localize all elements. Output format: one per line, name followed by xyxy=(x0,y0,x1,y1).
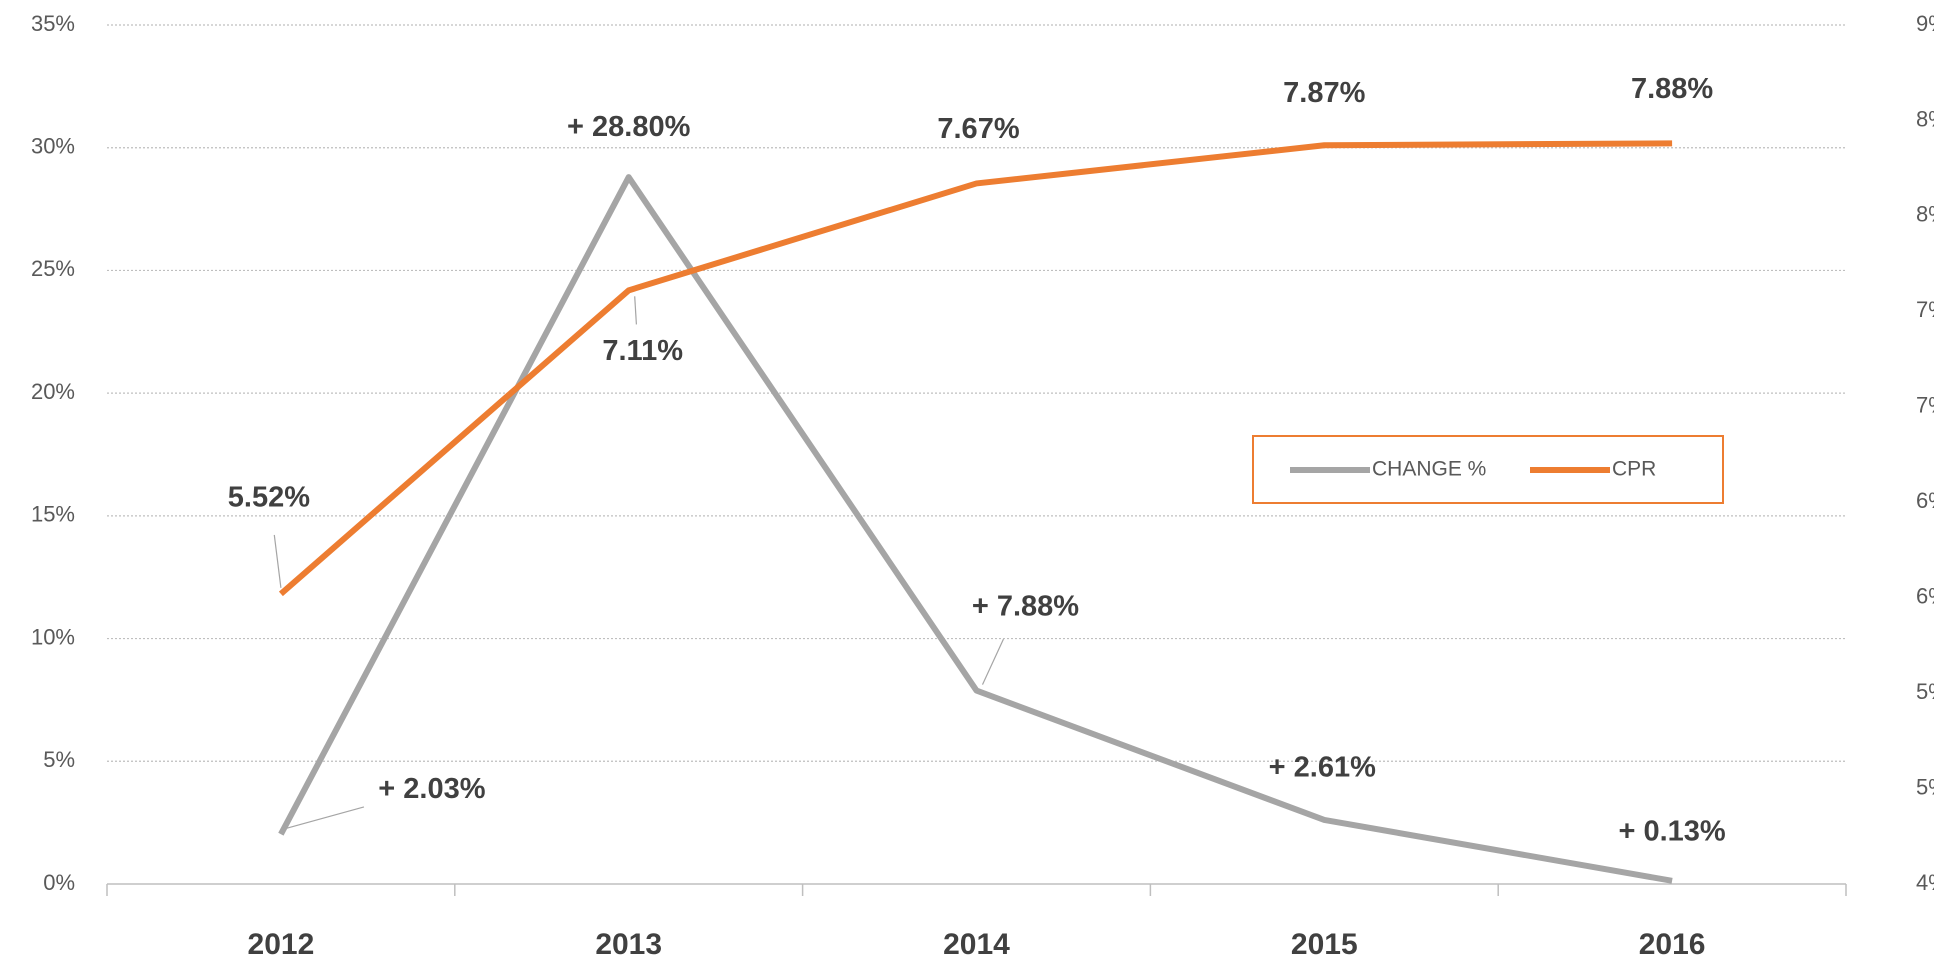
data-label: + 2.61% xyxy=(1269,752,1376,784)
x-tick-label: 2015 xyxy=(1291,928,1358,961)
legend-label: CPR xyxy=(1612,458,1656,481)
data-label: + 2.03% xyxy=(378,773,485,805)
legend-label: CHANGE % xyxy=(1372,458,1486,481)
x-tick-label: 2013 xyxy=(595,928,662,961)
data-label: 7.88% xyxy=(1631,73,1713,105)
data-label: 7.67% xyxy=(937,113,1019,145)
y2-tick-label: 5% xyxy=(1916,679,1934,704)
y2-tick-label: 7% xyxy=(1916,297,1934,322)
y-tick-label: 25% xyxy=(31,256,75,281)
y2-tick-label: 6% xyxy=(1916,488,1934,513)
series-line xyxy=(278,174,1673,884)
series-line xyxy=(278,140,1673,597)
y-tick-label: 20% xyxy=(31,379,75,404)
y2-tick-label: 5% xyxy=(1916,774,1934,799)
leader-line xyxy=(273,534,282,588)
y2-tick-label: 8% xyxy=(1916,106,1934,131)
x-tick-label: 2016 xyxy=(1639,928,1706,961)
y-tick-label: 35% xyxy=(31,11,75,36)
y-tick-label: 0% xyxy=(43,870,75,895)
leader-line xyxy=(286,806,365,829)
data-label: + 28.80% xyxy=(567,111,691,143)
y2-tick-label: 4% xyxy=(1916,870,1934,895)
x-tick-label: 2014 xyxy=(943,928,1010,961)
data-label: 5.52% xyxy=(228,482,310,514)
leader-line xyxy=(634,296,637,325)
data-label: + 0.13% xyxy=(1618,815,1725,847)
y2-tick-label: 9% xyxy=(1916,11,1934,36)
x-tick-label: 2012 xyxy=(248,928,315,961)
leader-line xyxy=(981,638,1004,685)
y-tick-label: 5% xyxy=(43,747,75,772)
data-label: + 7.88% xyxy=(972,590,1079,622)
y2-tick-label: 6% xyxy=(1916,583,1934,608)
data-label: 7.11% xyxy=(602,335,683,367)
data-label: 7.87% xyxy=(1283,77,1365,109)
y2-tick-label: 8% xyxy=(1916,202,1934,227)
y-tick-label: 15% xyxy=(31,502,75,527)
y2-tick-label: 7% xyxy=(1916,393,1934,418)
y-tick-label: 30% xyxy=(31,134,75,159)
y-tick-label: 10% xyxy=(31,624,75,649)
